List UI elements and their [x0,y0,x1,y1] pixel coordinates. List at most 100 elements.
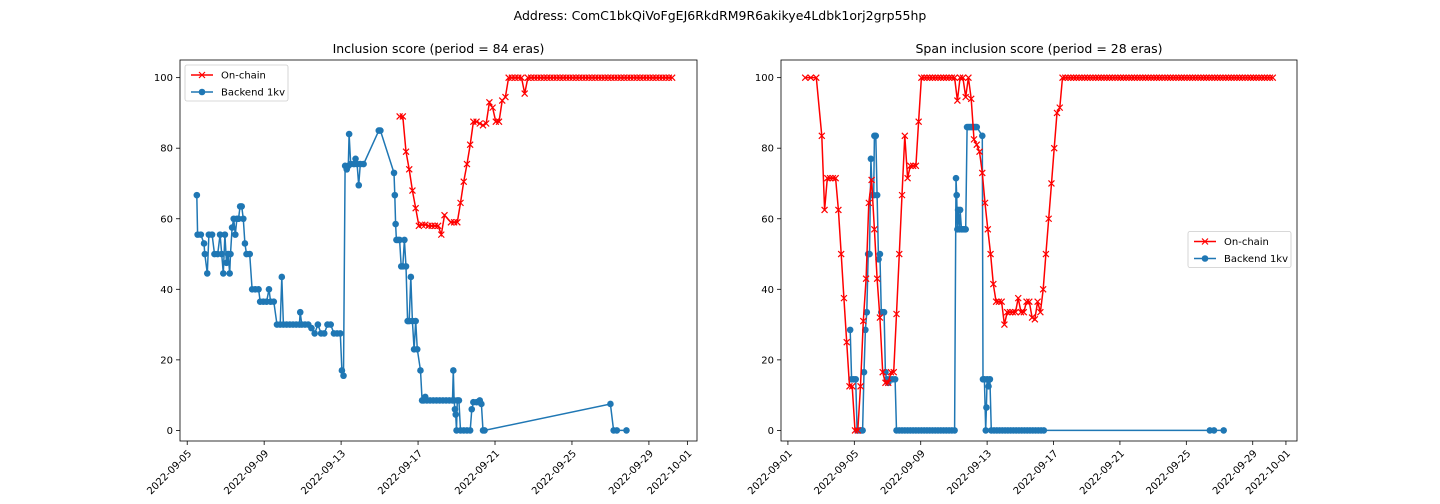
data-point [1056,104,1064,112]
series-line [849,126,1224,432]
data-point [1153,74,1161,82]
data-point [399,113,407,120]
data-point [984,225,992,233]
data-point [1263,74,1271,82]
y-tick-label: 40 [160,285,173,296]
data-point [1081,74,1089,82]
data-point [942,74,950,82]
data-point [468,405,476,413]
data-point [1158,74,1166,82]
data-point [978,169,986,177]
data-point [409,187,416,194]
legend-marker [198,88,206,96]
data-point [1144,74,1152,82]
data-point [940,74,947,82]
data-point [915,118,923,126]
legend-marker [198,71,206,79]
data-point [1266,74,1274,82]
data-point [1050,144,1058,152]
data-point [1208,74,1216,82]
data-point [396,236,403,244]
data-point [1119,74,1127,82]
data-point [1261,74,1268,82]
data-point [296,308,304,316]
data-point [320,330,328,337]
data-point [1083,74,1091,82]
data-point [953,191,960,199]
legend: On-chain Backend 1kv [184,64,289,102]
data-point [953,97,961,104]
data-point [401,236,408,244]
axes-title: Inclusion score (period = 84 eras) [333,41,545,56]
data-point [812,74,820,82]
data-point [998,298,1006,306]
data-point [962,226,969,233]
data-point [1214,74,1221,82]
data-point [613,427,621,434]
data-point [967,95,975,103]
data-point [338,367,346,374]
data-point [1072,74,1080,82]
data-point [1048,180,1055,187]
data-point [876,250,884,258]
data-point [413,345,421,353]
data-point [495,118,503,126]
data-point [1039,285,1047,293]
data-point [923,74,931,82]
data-point [434,222,442,230]
data-point [227,250,234,258]
data-point [1075,74,1083,82]
data-point [929,74,936,82]
data-point [1241,74,1249,82]
data-point [238,203,246,210]
data-point [973,141,981,149]
legend-label: On-chain [1224,237,1269,248]
data-point [1191,74,1199,82]
data-point [952,174,960,182]
data-point [460,178,468,186]
x-tick-label: 2022-09-17 [1012,448,1061,497]
data-point [1211,74,1219,82]
data-point [197,231,205,238]
data-point [989,280,997,288]
data-point [412,204,420,212]
legend-label: Backend 1kv [1224,254,1288,265]
data-point [452,411,460,418]
x-tick-label: 2022-09-09 [222,448,271,497]
data-point [866,250,873,258]
data-point [895,250,903,258]
x-tick-label: 2022-09-17 [376,448,425,497]
data-point [1122,74,1130,82]
data-point [1269,74,1277,82]
data-point [337,330,344,337]
data-point [1249,74,1257,82]
data-point [1166,74,1174,82]
data-point [1252,74,1260,82]
data-point [965,74,972,82]
data-point [308,324,315,332]
data-point [931,74,939,82]
data-point [983,404,990,411]
data-point [218,250,225,258]
data-point [807,74,815,82]
data-point [451,405,459,413]
data-point [457,199,464,207]
data-point [235,215,242,223]
data-point [1114,74,1122,82]
x-tick-label: 2022-09-01 [746,448,795,497]
data-point [1172,74,1180,82]
x-tick-label: 2022-09-13 [945,448,994,497]
on-chain-series [801,74,1277,434]
x-tick-label: 2022-09-21 [1078,448,1127,497]
data-point [1017,308,1025,316]
data-point [437,231,445,239]
legend: On-chain Backend 1kv [1187,231,1292,268]
data-point [1067,74,1075,82]
data-point [1128,74,1136,82]
data-point [818,132,826,140]
data-point [1020,308,1028,316]
data-point [1197,74,1205,82]
data-point [221,231,229,238]
data-point [1040,427,1048,434]
